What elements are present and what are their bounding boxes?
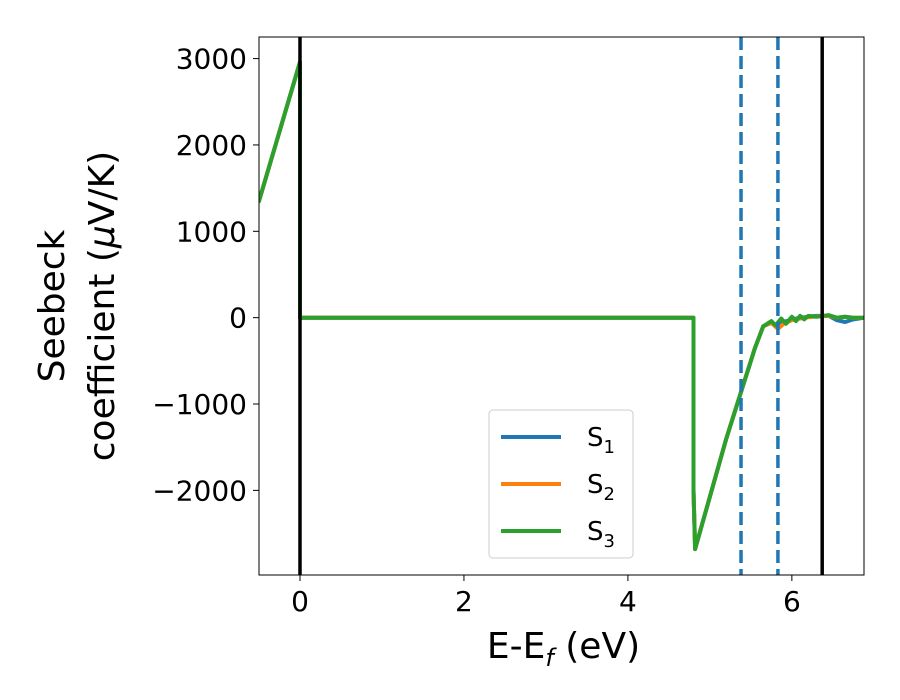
y-axis-label-mu: μ	[82, 225, 123, 249]
y-axis-label-unit: V/K)	[82, 151, 123, 225]
y-tick-label: 3000	[176, 43, 247, 76]
legend-label-main: S	[587, 517, 604, 547]
x-axis-label: E-Ef (eV)	[487, 626, 640, 672]
axis-ticks: 0 2 4 6 −2000 −1000 0 1000 2000 3000	[152, 43, 800, 618]
x-tick-label: 2	[455, 585, 473, 618]
y-axis-label-line1: Seebeck	[32, 229, 73, 382]
x-axis-label-unit: (eV)	[554, 626, 640, 667]
legend-label-s2: S2	[587, 470, 615, 505]
legend-label-s3: S3	[587, 517, 615, 552]
y-tick-label: 1000	[176, 215, 247, 248]
x-axis-label-main: E-E	[487, 626, 545, 667]
legend-label-sub: 3	[604, 531, 615, 552]
y-tick-label: −2000	[152, 474, 247, 507]
series-line-s3	[259, 60, 864, 552]
y-axis-label-text: coefficient (	[82, 248, 123, 461]
plot-frame	[258, 36, 865, 576]
legend-label-sub: 2	[604, 484, 615, 505]
y-tick-label: −1000	[152, 388, 247, 421]
y-tick-label: 2000	[176, 129, 247, 162]
x-tick-label: 0	[291, 585, 309, 618]
legend-label-main: S	[587, 470, 604, 500]
plot-area	[259, 37, 864, 575]
legend-label-main: S	[587, 423, 604, 453]
y-tick-label: 0	[229, 302, 247, 335]
y-axis-label: Seebeck coefficient (μV/K)	[32, 151, 123, 461]
y-axis-label-line2: coefficient (μV/K)	[82, 151, 123, 461]
legend-label-s1: S1	[587, 423, 615, 458]
x-tick-label: 6	[783, 585, 801, 618]
legend-label-sub: 1	[604, 437, 615, 458]
x-tick-label: 4	[619, 585, 637, 618]
